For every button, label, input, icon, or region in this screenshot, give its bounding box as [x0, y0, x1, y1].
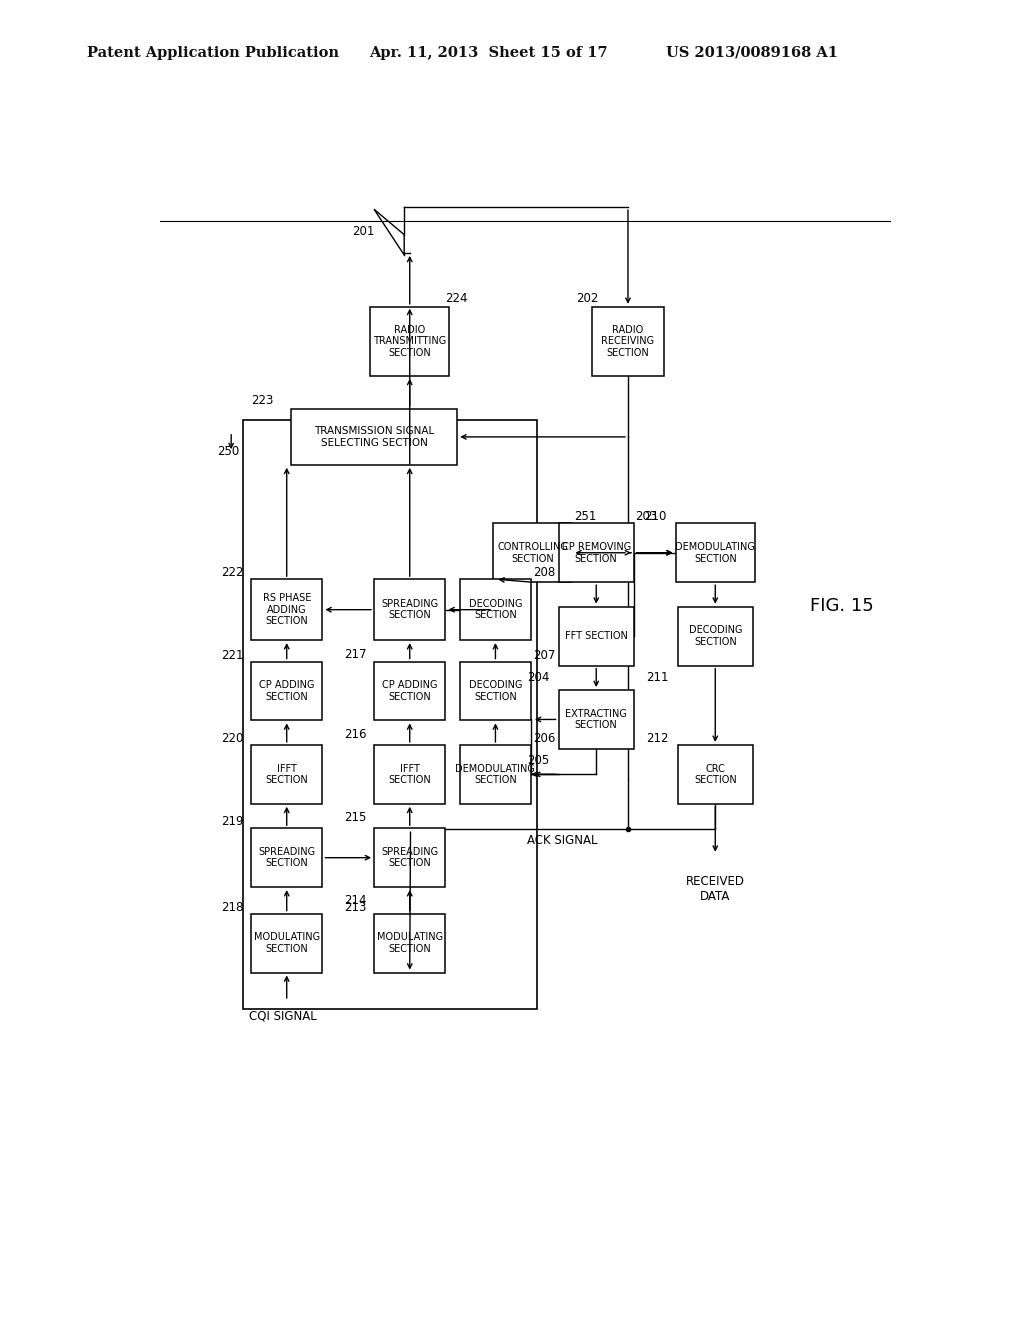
Text: 205: 205	[526, 754, 549, 767]
FancyBboxPatch shape	[374, 661, 445, 721]
Text: CP REMOVING
SECTION: CP REMOVING SECTION	[561, 543, 631, 564]
Text: 204: 204	[526, 671, 549, 684]
Text: MODULATING
SECTION: MODULATING SECTION	[377, 932, 442, 954]
Text: 221: 221	[221, 648, 244, 661]
FancyBboxPatch shape	[251, 913, 323, 973]
Text: 216: 216	[344, 727, 367, 741]
Text: CP ADDING
SECTION: CP ADDING SECTION	[382, 680, 437, 702]
FancyBboxPatch shape	[558, 690, 634, 748]
FancyBboxPatch shape	[558, 607, 634, 665]
FancyBboxPatch shape	[678, 744, 753, 804]
Text: 207: 207	[532, 648, 555, 661]
Text: 211: 211	[646, 671, 669, 684]
Text: FFT SECTION: FFT SECTION	[565, 631, 628, 642]
Text: 224: 224	[445, 292, 468, 305]
Text: DECODING
SECTION: DECODING SECTION	[688, 626, 742, 647]
FancyBboxPatch shape	[460, 744, 531, 804]
Text: CONTROLLING
SECTION: CONTROLLING SECTION	[498, 543, 568, 564]
FancyBboxPatch shape	[291, 409, 458, 465]
Text: RECEIVED
DATA: RECEIVED DATA	[686, 875, 744, 903]
Text: 210: 210	[644, 511, 667, 523]
FancyBboxPatch shape	[374, 744, 445, 804]
FancyBboxPatch shape	[374, 579, 445, 640]
Text: 222: 222	[221, 566, 244, 579]
FancyBboxPatch shape	[374, 913, 445, 973]
Text: 217: 217	[344, 648, 367, 660]
Text: 213: 213	[344, 900, 367, 913]
Text: 201: 201	[352, 224, 374, 238]
Text: SPREADING
SECTION: SPREADING SECTION	[381, 847, 438, 869]
FancyBboxPatch shape	[494, 523, 572, 582]
Text: SPREADING
SECTION: SPREADING SECTION	[381, 599, 438, 620]
Text: RADIO
TRANSMITTING
SECTION: RADIO TRANSMITTING SECTION	[373, 325, 446, 358]
Text: DEMODULATING
SECTION: DEMODULATING SECTION	[456, 763, 536, 785]
Text: CRC
SECTION: CRC SECTION	[694, 763, 736, 785]
Text: 206: 206	[532, 731, 555, 744]
Text: 218: 218	[221, 900, 244, 913]
FancyBboxPatch shape	[460, 661, 531, 721]
FancyBboxPatch shape	[558, 523, 634, 582]
FancyBboxPatch shape	[374, 828, 445, 887]
Text: Patent Application Publication: Patent Application Publication	[87, 46, 339, 59]
Text: DEMODULATING
SECTION: DEMODULATING SECTION	[675, 543, 756, 564]
Text: DECODING
SECTION: DECODING SECTION	[469, 599, 522, 620]
Text: MODULATING
SECTION: MODULATING SECTION	[254, 932, 319, 954]
Text: RS PHASE
ADDING
SECTION: RS PHASE ADDING SECTION	[262, 593, 311, 626]
Text: TRANSMISSION SIGNAL
SELECTING SECTION: TRANSMISSION SIGNAL SELECTING SECTION	[314, 426, 434, 447]
Text: EXTRACTING
SECTION: EXTRACTING SECTION	[565, 709, 627, 730]
Text: IFFT
SECTION: IFFT SECTION	[265, 763, 308, 785]
Text: FIG. 15: FIG. 15	[810, 597, 874, 615]
FancyBboxPatch shape	[251, 579, 323, 640]
Text: ACK SIGNAL: ACK SIGNAL	[527, 834, 598, 847]
Text: 203: 203	[636, 511, 657, 523]
Text: 220: 220	[221, 731, 244, 744]
FancyBboxPatch shape	[251, 661, 323, 721]
Text: 212: 212	[646, 731, 669, 744]
Text: DECODING
SECTION: DECODING SECTION	[469, 680, 522, 702]
Text: 215: 215	[344, 812, 367, 824]
Text: US 2013/0089168 A1: US 2013/0089168 A1	[666, 46, 838, 59]
FancyBboxPatch shape	[592, 306, 664, 376]
Text: 219: 219	[221, 816, 244, 828]
FancyBboxPatch shape	[676, 523, 755, 582]
FancyBboxPatch shape	[370, 306, 450, 376]
Text: IFFT
SECTION: IFFT SECTION	[388, 763, 431, 785]
FancyBboxPatch shape	[251, 828, 323, 887]
Text: Apr. 11, 2013  Sheet 15 of 17: Apr. 11, 2013 Sheet 15 of 17	[369, 46, 607, 59]
Text: 202: 202	[577, 292, 599, 305]
Text: RADIO
RECEIVING
SECTION: RADIO RECEIVING SECTION	[601, 325, 654, 358]
Text: 223: 223	[251, 393, 273, 407]
Text: 250: 250	[217, 445, 239, 458]
Text: 214: 214	[344, 895, 367, 907]
Text: 208: 208	[532, 566, 555, 579]
Text: SPREADING
SECTION: SPREADING SECTION	[258, 847, 315, 869]
Text: 251: 251	[574, 511, 596, 523]
FancyBboxPatch shape	[678, 607, 753, 665]
Text: CQI SIGNAL: CQI SIGNAL	[249, 1010, 316, 1022]
Text: CP ADDING
SECTION: CP ADDING SECTION	[259, 680, 314, 702]
FancyBboxPatch shape	[251, 744, 323, 804]
FancyBboxPatch shape	[460, 579, 531, 640]
